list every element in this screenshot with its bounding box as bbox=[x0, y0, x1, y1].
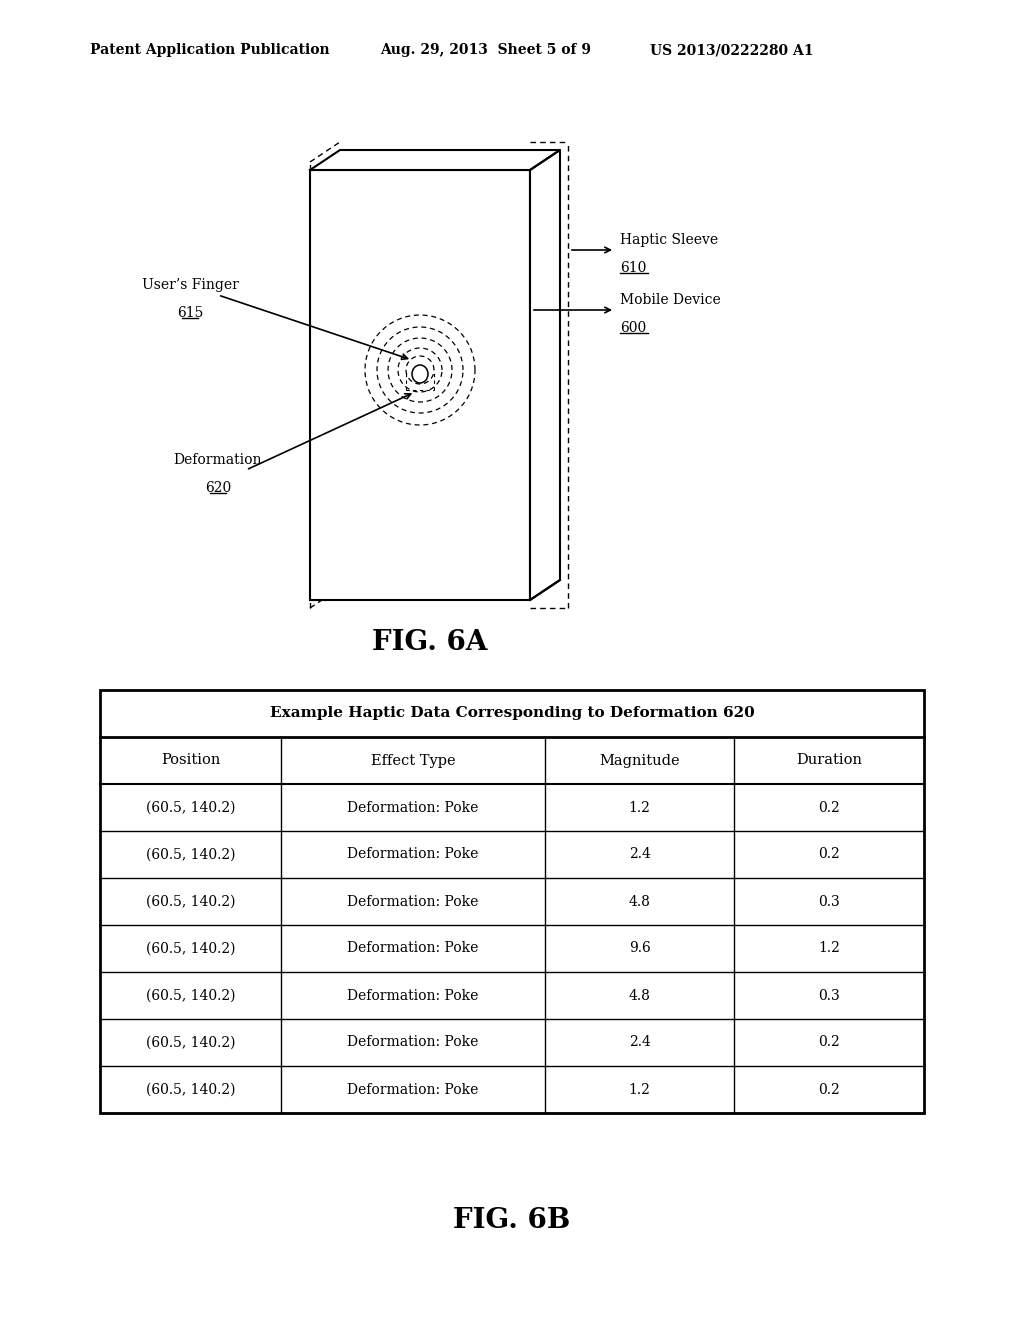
Text: Patent Application Publication: Patent Application Publication bbox=[90, 44, 330, 57]
Text: Deformation: Deformation bbox=[174, 453, 262, 467]
Text: (60.5, 140.2): (60.5, 140.2) bbox=[145, 941, 236, 956]
Text: Deformation: Poke: Deformation: Poke bbox=[347, 800, 479, 814]
Text: Position: Position bbox=[161, 754, 220, 767]
Text: 4.8: 4.8 bbox=[629, 989, 650, 1002]
Bar bbox=[310, 170, 530, 601]
Text: Deformation: Poke: Deformation: Poke bbox=[347, 847, 479, 862]
Text: Duration: Duration bbox=[797, 754, 862, 767]
Text: FIG. 6B: FIG. 6B bbox=[454, 1206, 570, 1233]
Text: (60.5, 140.2): (60.5, 140.2) bbox=[145, 989, 236, 1002]
Polygon shape bbox=[310, 150, 560, 170]
Text: 0.2: 0.2 bbox=[818, 1035, 840, 1049]
Text: 600: 600 bbox=[620, 321, 646, 335]
Bar bbox=[100, 690, 924, 1113]
Text: Example Haptic Data Corresponding to Deformation 620: Example Haptic Data Corresponding to Def… bbox=[269, 706, 755, 721]
Text: Haptic Sleeve: Haptic Sleeve bbox=[620, 234, 718, 247]
Polygon shape bbox=[530, 150, 560, 601]
Ellipse shape bbox=[412, 366, 428, 383]
Text: 620: 620 bbox=[205, 480, 231, 495]
Text: Deformation: Poke: Deformation: Poke bbox=[347, 989, 479, 1002]
Text: 4.8: 4.8 bbox=[629, 895, 650, 908]
Text: 1.2: 1.2 bbox=[818, 941, 840, 956]
Text: 615: 615 bbox=[177, 306, 203, 319]
Text: (60.5, 140.2): (60.5, 140.2) bbox=[145, 1035, 236, 1049]
Text: Effect Type: Effect Type bbox=[371, 754, 456, 767]
Text: (60.5, 140.2): (60.5, 140.2) bbox=[145, 800, 236, 814]
Text: 0.3: 0.3 bbox=[818, 989, 840, 1002]
Text: Deformation: Poke: Deformation: Poke bbox=[347, 895, 479, 908]
Text: (60.5, 140.2): (60.5, 140.2) bbox=[145, 1082, 236, 1097]
Text: 1.2: 1.2 bbox=[629, 800, 650, 814]
Text: 1.2: 1.2 bbox=[629, 1082, 650, 1097]
Text: 0.2: 0.2 bbox=[818, 1082, 840, 1097]
Text: 2.4: 2.4 bbox=[629, 847, 650, 862]
Text: (60.5, 140.2): (60.5, 140.2) bbox=[145, 895, 236, 908]
Text: Mobile Device: Mobile Device bbox=[620, 293, 721, 308]
Text: Deformation: Poke: Deformation: Poke bbox=[347, 941, 479, 956]
Text: 2.4: 2.4 bbox=[629, 1035, 650, 1049]
Text: 0.2: 0.2 bbox=[818, 847, 840, 862]
Text: US 2013/0222280 A1: US 2013/0222280 A1 bbox=[650, 44, 813, 57]
Text: Deformation: Poke: Deformation: Poke bbox=[347, 1082, 479, 1097]
Text: (60.5, 140.2): (60.5, 140.2) bbox=[145, 847, 236, 862]
Text: User’s Finger: User’s Finger bbox=[141, 279, 239, 292]
Text: Aug. 29, 2013  Sheet 5 of 9: Aug. 29, 2013 Sheet 5 of 9 bbox=[380, 44, 591, 57]
Text: Magnitude: Magnitude bbox=[599, 754, 680, 767]
Text: 610: 610 bbox=[620, 261, 646, 275]
Text: 0.2: 0.2 bbox=[818, 800, 840, 814]
Text: Deformation: Poke: Deformation: Poke bbox=[347, 1035, 479, 1049]
Text: FIG. 6A: FIG. 6A bbox=[373, 628, 487, 656]
Text: 9.6: 9.6 bbox=[629, 941, 650, 956]
Text: 0.3: 0.3 bbox=[818, 895, 840, 908]
